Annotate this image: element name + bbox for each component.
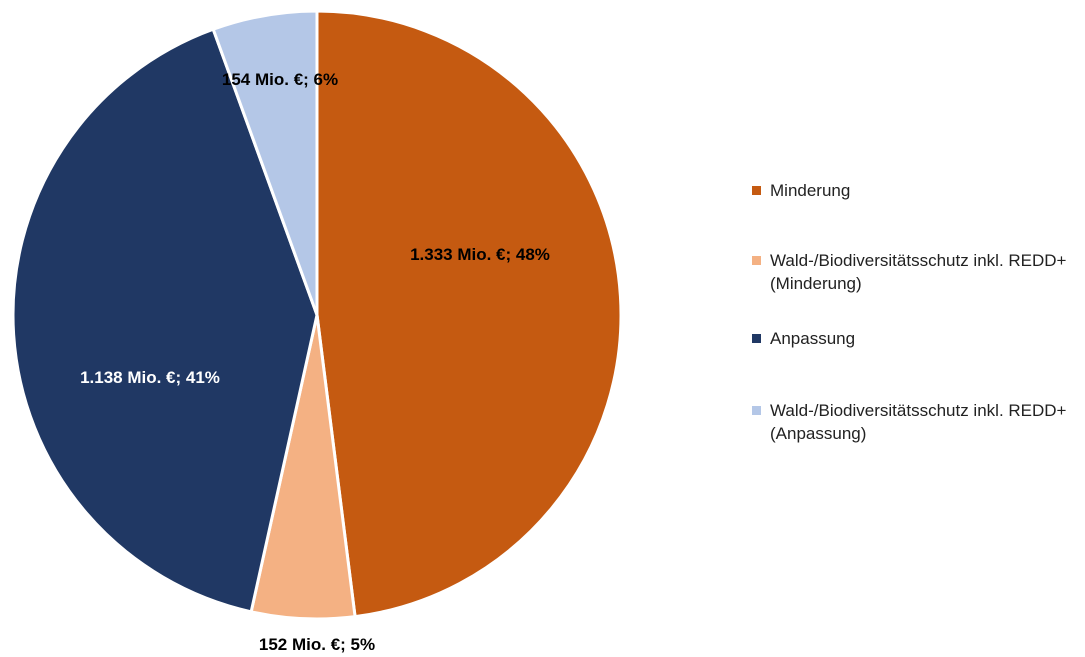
pie-slice [315, 9, 623, 619]
pie-slice [11, 27, 319, 614]
legend-swatch [752, 406, 761, 415]
legend-item: Wald-/Biodiversitätsschutz inkl. REDD+ (… [752, 399, 1085, 445]
data-label: 1.333 Mio. €; 48% [410, 245, 550, 264]
legend-label: Wald-/Biodiversitätsschutz inkl. REDD+ (… [770, 401, 1067, 443]
legend-item: Anpassung [752, 327, 1085, 350]
legend-label: Minderung [770, 181, 851, 200]
legend-item: Minderung [752, 179, 1085, 202]
pie-slice [211, 9, 319, 317]
legend-swatch [752, 334, 761, 343]
legend-swatch [752, 256, 761, 265]
legend-item: Wald-/Biodiversitätsschutz inkl. REDD+ (… [752, 249, 1085, 295]
data-label: 1.138 Mio. €; 41% [80, 368, 220, 387]
legend-label: Wald-/Biodiversitätsschutz inkl. REDD+ (… [770, 251, 1067, 293]
legend-label: Anpassung [770, 329, 856, 348]
data-label: 152 Mio. €; 5% [258, 635, 376, 654]
data-label: 154 Mio. €; 6% [221, 70, 339, 89]
legend-swatch [752, 186, 761, 195]
